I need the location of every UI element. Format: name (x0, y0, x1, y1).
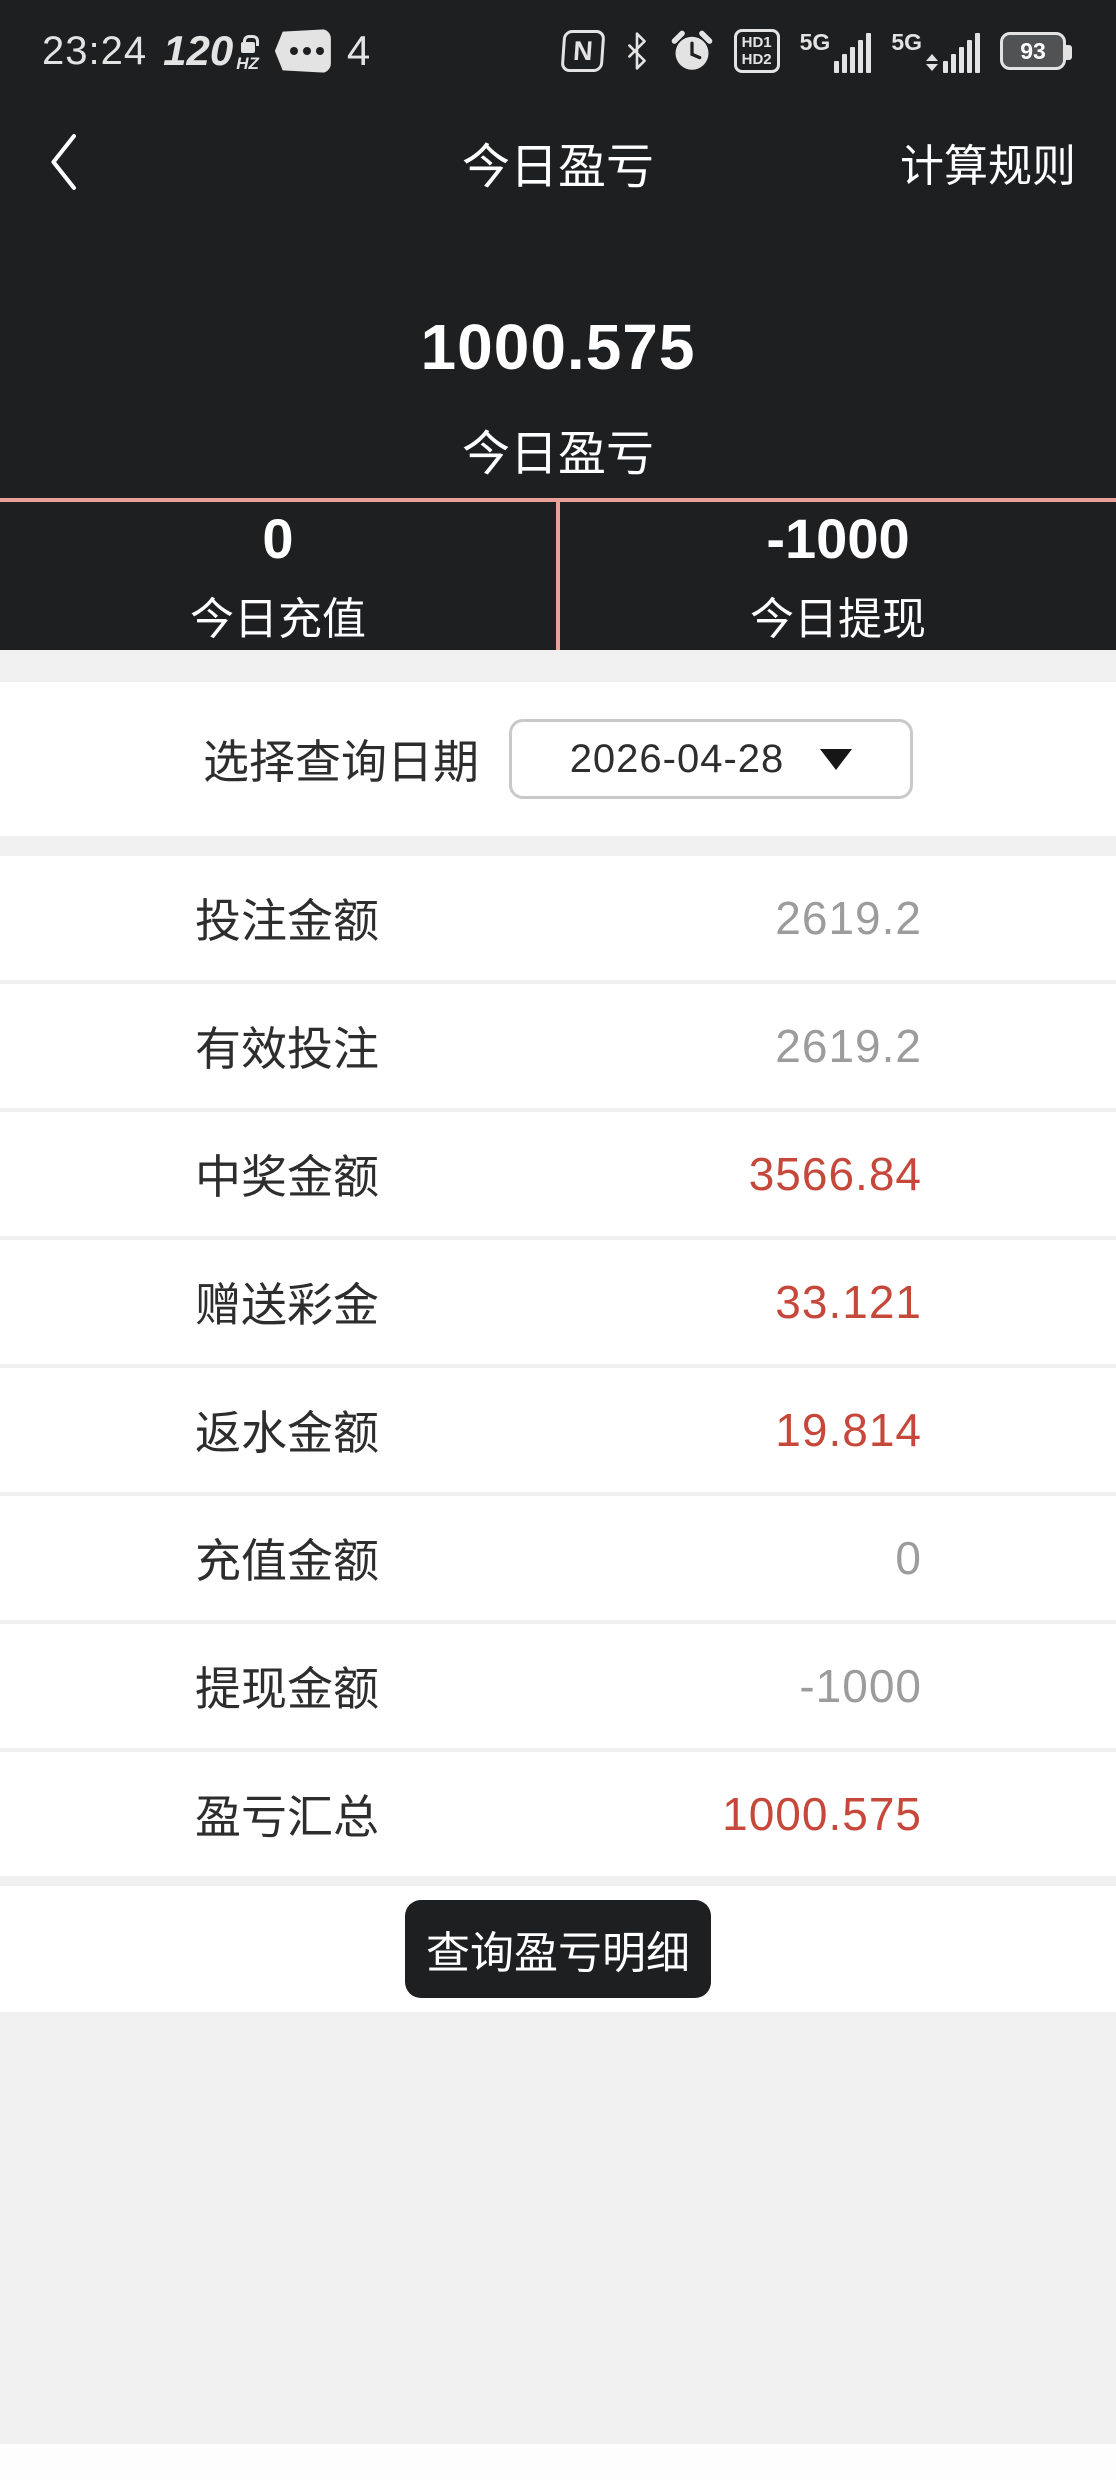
row-label: 盈亏汇总 (195, 1791, 379, 1843)
table-row: 盈亏汇总 1000.575 (0, 1748, 1116, 1876)
message-bubble-icon (274, 29, 331, 73)
table-row: 中奖金额 3566.84 (0, 1108, 1116, 1236)
message-count: 4 (346, 27, 371, 74)
row-value: 2619.2 (775, 1020, 922, 1072)
row-label: 投注金额 (195, 895, 379, 947)
today-deposit-value: 0 (262, 506, 294, 570)
today-deposit-label: 今日充值 (190, 594, 366, 644)
date-picker-row: 选择查询日期 2026-04-28 (0, 682, 1116, 836)
battery-icon: 93 (1000, 32, 1072, 70)
gesture-area (0, 2444, 1116, 2480)
lock-icon (240, 35, 259, 53)
today-withdraw-value: -1000 (766, 506, 910, 570)
chevron-left-icon (51, 134, 76, 190)
row-value: 19.814 (775, 1404, 922, 1456)
status-right-cluster: N HD1 HD2 5G (560, 28, 1072, 74)
section-gap (0, 1876, 1116, 1886)
row-value: 3566.84 (748, 1148, 922, 1200)
status-bar: 23:24 120 HZ 4 N (0, 0, 1116, 92)
table-row: 充值金额 0 (0, 1492, 1116, 1620)
button-section: 查询盈亏明细 (0, 1886, 1116, 2012)
profit-summary: 1000.575 今日盈亏 (0, 310, 1116, 484)
header-block: 23:24 120 HZ 4 N (0, 0, 1116, 650)
row-label: 返水金额 (195, 1407, 379, 1459)
nfc-icon: N (560, 30, 606, 72)
row-value: -1000 (799, 1660, 922, 1712)
data-arrows-icon (926, 54, 938, 71)
alarm-clock-icon (671, 30, 712, 70)
profit-amount: 1000.575 (420, 311, 696, 383)
row-label: 赠送彩金 (195, 1279, 379, 1331)
date-select[interactable]: 2026-04-28 (509, 719, 913, 799)
today-withdraw-label: 今日提现 (750, 594, 926, 644)
today-withdraw-stat: -1000 今日提现 (556, 502, 1116, 650)
nav-bar: 今日盈亏 计算规则 (0, 92, 1116, 232)
hd-calling-icon: HD1 HD2 (733, 28, 780, 74)
row-value: 33.121 (775, 1276, 922, 1328)
calc-rules-link[interactable]: 计算规则 (900, 142, 1076, 191)
bluetooth-icon (627, 32, 646, 70)
row-value: 2619.2 (775, 892, 922, 944)
back-button[interactable] (46, 132, 86, 192)
section-gap (0, 650, 1116, 682)
section-gap (0, 836, 1116, 856)
row-label: 有效投注 (195, 1023, 379, 1075)
stats-list: 投注金额 2619.2 有效投注 2619.2 中奖金额 3566.84 赠送彩… (0, 856, 1116, 1876)
row-label: 中奖金额 (195, 1151, 379, 1203)
refresh-rate-icon: 120 HZ (163, 27, 259, 74)
table-row: 投注金额 2619.2 (0, 856, 1116, 980)
row-label: 提现金额 (195, 1663, 379, 1715)
substats-row: 0 今日充值 -1000 今日提现 (0, 498, 1116, 650)
profit-amount-label: 今日盈亏 (461, 428, 654, 481)
caret-down-icon (820, 748, 853, 770)
signal-sim2-icon: 5G (891, 29, 980, 73)
date-select-value: 2026-04-28 (569, 736, 785, 781)
today-deposit-stat: 0 今日充值 (0, 502, 556, 650)
row-value: 0 (895, 1532, 922, 1584)
status-left-cluster: 23:24 120 HZ 4 (42, 27, 370, 75)
table-row: 提现金额 -1000 (0, 1620, 1116, 1748)
page-background (0, 2012, 1116, 2444)
query-details-button[interactable]: 查询盈亏明细 (405, 1900, 711, 1998)
clock-time: 23:24 (42, 28, 148, 73)
date-picker-label: 选择查询日期 (203, 736, 479, 788)
table-row: 有效投注 2619.2 (0, 980, 1116, 1108)
signal-sim1-icon: 5G (800, 29, 872, 73)
row-label: 充值金额 (195, 1535, 379, 1587)
table-row: 赠送彩金 33.121 (0, 1236, 1116, 1364)
table-row: 返水金额 19.814 (0, 1364, 1116, 1492)
row-value: 1000.575 (722, 1788, 922, 1840)
